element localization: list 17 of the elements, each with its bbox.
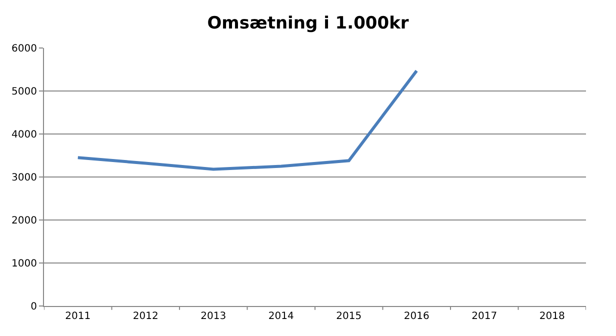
y-tick-label: 0: [30, 302, 37, 312]
line-series: [76, 69, 418, 171]
x-tick-label: 2016: [404, 311, 430, 322]
x-tick-label: 2018: [539, 311, 565, 322]
x-tick-label: 2013: [200, 311, 226, 322]
chart-title: Omsætning i 1.000kr: [207, 14, 410, 34]
x-tick-label: 2011: [65, 311, 91, 322]
y-tick-label: 1000: [12, 258, 37, 270]
y-tick-label: 2000: [12, 216, 37, 226]
y-tick-label: 4000: [12, 130, 37, 140]
x-tick-label: 2017: [472, 311, 498, 322]
y-tick-label: 5000: [12, 86, 37, 98]
x-tick-label: 2015: [336, 311, 362, 322]
y-tick-label: 3000: [12, 172, 37, 184]
x-tick-label: 2012: [132, 311, 158, 322]
y-tick-label: 6000: [12, 44, 37, 54]
x-tick-label: 2014: [268, 311, 294, 322]
